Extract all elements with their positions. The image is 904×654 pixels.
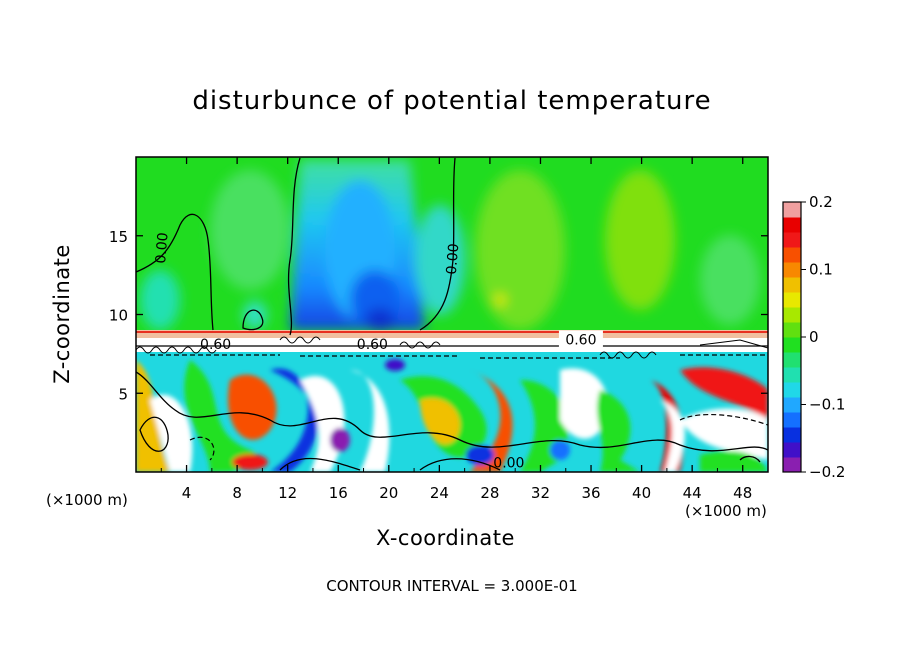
contour-labels: 0.00 0.00 0.60 0.60 0.60 0.00 bbox=[153, 232, 603, 471]
x-tick-label: 36 bbox=[581, 484, 600, 502]
x-tick-label: 16 bbox=[329, 484, 348, 502]
y-tick-label: 15 bbox=[109, 228, 128, 246]
colorbar-tick-label: 0.1 bbox=[809, 261, 833, 279]
contour-interval-note: CONTOUR INTERVAL = 3.000E-01 bbox=[326, 577, 578, 595]
temperature-field bbox=[136, 157, 768, 472]
colorbar-swatch bbox=[783, 337, 801, 353]
colorbar-swatch bbox=[783, 232, 801, 248]
colorbar-tick-label: −0.1 bbox=[809, 396, 845, 414]
contour-label-bg bbox=[558, 330, 603, 348]
colorbar-swatch bbox=[783, 202, 801, 218]
x-tick-label: 40 bbox=[632, 484, 651, 502]
colorbar-tick-label: −0.2 bbox=[809, 463, 845, 481]
colorbar-swatch bbox=[783, 247, 801, 263]
colorbar-swatch bbox=[783, 382, 801, 398]
y-axis-label: Z-coordinate bbox=[50, 244, 74, 384]
colorbar-swatch bbox=[783, 412, 801, 428]
x-tick-label: 44 bbox=[683, 484, 702, 502]
y-tick-label: 10 bbox=[109, 307, 128, 325]
colorbar-swatch bbox=[783, 307, 801, 323]
x-tick-label: 20 bbox=[379, 484, 398, 502]
x-axis-ticks: 4 8 12 16 20 24 28 32 36 40 44 48 bbox=[160, 157, 752, 502]
x-tick-label: 48 bbox=[733, 484, 752, 502]
colorbar: 0.2 0.1 0 −0.1 −0.2 bbox=[782, 193, 845, 481]
colorbar-swatch bbox=[783, 442, 801, 458]
contour-label: 0.60 bbox=[357, 337, 388, 353]
x-axis-label: X-coordinate bbox=[376, 526, 515, 550]
x-unit-label-right: (×1000 m) bbox=[685, 502, 767, 520]
chart-title: disturbunce of potential temperature bbox=[192, 86, 712, 116]
x-tick-label: 8 bbox=[232, 484, 242, 502]
x-unit-label-left: (×1000 m) bbox=[46, 491, 128, 509]
y-axis-ticks: 5 10 15 bbox=[109, 228, 768, 403]
x-tick-label: 32 bbox=[531, 484, 550, 502]
colorbar-swatch bbox=[783, 457, 801, 473]
contour-label: 0.60 bbox=[565, 332, 596, 348]
x-tick-label: 28 bbox=[480, 484, 499, 502]
x-tick-label: 4 bbox=[182, 484, 192, 502]
x-tick-label: 12 bbox=[278, 484, 297, 502]
colorbar-swatch bbox=[783, 217, 801, 233]
colorbar-swatch bbox=[783, 292, 801, 308]
colorbar-swatch bbox=[783, 277, 801, 293]
colorbar-swatch bbox=[783, 397, 801, 413]
colorbar-swatch bbox=[783, 427, 801, 443]
colorbar-tick-label: 0 bbox=[809, 328, 819, 346]
x-tick-label: 24 bbox=[430, 484, 449, 502]
colorbar-swatch bbox=[783, 367, 801, 383]
contour-label: 0.00 bbox=[493, 455, 524, 471]
contour-label: 0.00 bbox=[153, 232, 172, 264]
colorbar-swatch bbox=[783, 352, 801, 368]
colorbar-swatch bbox=[783, 262, 801, 278]
y-tick-label: 5 bbox=[118, 385, 128, 403]
colorbar-tick-label: 0.2 bbox=[809, 193, 833, 211]
contour-label: 0.60 bbox=[200, 337, 231, 353]
contour-label: 0.00 bbox=[444, 243, 463, 275]
colorbar-swatch bbox=[783, 322, 801, 338]
